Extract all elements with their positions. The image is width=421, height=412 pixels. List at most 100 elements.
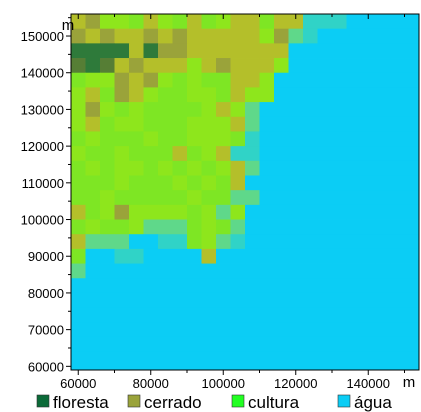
map-cell	[201, 160, 217, 176]
map-cell	[390, 28, 405, 44]
map-cell	[172, 72, 188, 88]
map-cell	[317, 248, 333, 264]
map-cell	[216, 278, 231, 294]
map-cell	[317, 102, 333, 118]
map-cell	[230, 248, 246, 264]
map-cell	[172, 366, 188, 371]
map-cell	[259, 102, 275, 118]
axes: 60000 70000 80000 90000 100000 110000 120000 13…	[21, 14, 405, 391]
map-cell	[201, 43, 217, 59]
map-cell	[201, 175, 217, 191]
map-cell	[114, 175, 130, 191]
x-tick-label: 120000	[274, 376, 317, 391]
map-cell	[85, 28, 101, 44]
map-cell	[143, 351, 159, 367]
map-cell	[390, 366, 405, 371]
map-cell	[85, 72, 101, 88]
map-cell	[85, 263, 101, 279]
map-cell	[361, 14, 376, 30]
map-cell	[71, 292, 86, 309]
map-cell	[114, 292, 130, 309]
map-cell	[375, 102, 391, 118]
map-cell	[245, 146, 260, 162]
map-cell	[317, 366, 333, 371]
map-cell	[172, 116, 188, 132]
map-cell	[332, 175, 347, 191]
map-cell	[143, 366, 159, 371]
map-cell	[288, 263, 304, 279]
map-cell	[143, 28, 159, 44]
map-cell	[129, 219, 144, 235]
map-cell	[187, 204, 202, 220]
map-cell	[346, 28, 362, 44]
map-cell	[390, 292, 405, 309]
map-cell	[143, 248, 159, 264]
map-cell	[317, 131, 333, 147]
map-cell	[259, 351, 275, 367]
map-cell	[158, 366, 173, 371]
y-tick-label: 140000	[21, 66, 64, 81]
map-cell	[317, 14, 333, 30]
map-cell	[274, 263, 289, 279]
map-cell	[346, 131, 362, 147]
map-cell	[216, 160, 231, 176]
map-cell	[332, 102, 347, 118]
map-cell	[129, 322, 144, 338]
map-cell	[390, 58, 405, 74]
map-cell	[259, 322, 275, 338]
map-cell	[129, 175, 144, 191]
map-cell	[390, 102, 405, 118]
map-cell	[317, 87, 333, 103]
map-cell	[158, 336, 173, 353]
map-cell	[404, 160, 420, 176]
map-cell	[317, 190, 333, 206]
map-cell	[288, 87, 304, 103]
map-cell	[375, 160, 391, 176]
map-cell	[303, 351, 318, 367]
map-cell	[172, 43, 188, 59]
map-cell	[216, 234, 231, 250]
map-cell	[361, 307, 376, 323]
map-cell	[187, 322, 202, 338]
map-cell	[404, 175, 420, 191]
map-cell	[158, 278, 173, 294]
map-cell	[85, 278, 101, 294]
map-cell	[303, 87, 318, 103]
map-cell	[230, 322, 246, 338]
map-cell	[216, 28, 231, 44]
map-cell	[375, 131, 391, 147]
map-cell	[390, 351, 405, 367]
map-cell	[346, 58, 362, 74]
map-cell	[216, 14, 231, 30]
map-cell	[129, 87, 144, 103]
map-cell	[201, 336, 217, 353]
map-cell	[375, 175, 391, 191]
map-cell	[361, 248, 376, 264]
map-cell	[259, 219, 275, 235]
map-cell	[404, 28, 420, 44]
map-cell	[129, 131, 144, 147]
map-cell	[361, 116, 376, 132]
map-cell	[274, 43, 289, 59]
map-cell	[114, 263, 130, 279]
map-cell	[274, 72, 289, 88]
map-cell	[230, 175, 246, 191]
map-cell	[172, 175, 188, 191]
map-cell	[143, 190, 159, 206]
map-cell	[288, 366, 304, 371]
map-cell	[216, 131, 231, 147]
map-cell	[259, 72, 275, 88]
map-cell	[274, 234, 289, 250]
map-cell	[274, 28, 289, 44]
map-cell	[187, 366, 202, 371]
map-cell	[288, 116, 304, 132]
map-cell	[288, 14, 304, 30]
map-cell	[259, 204, 275, 220]
map-cell	[129, 292, 144, 309]
map-cell	[216, 336, 231, 353]
map-cell	[375, 292, 391, 309]
map-cell	[129, 58, 144, 74]
map-cell	[100, 28, 115, 44]
map-cell	[158, 72, 173, 88]
map-cell	[129, 351, 144, 367]
